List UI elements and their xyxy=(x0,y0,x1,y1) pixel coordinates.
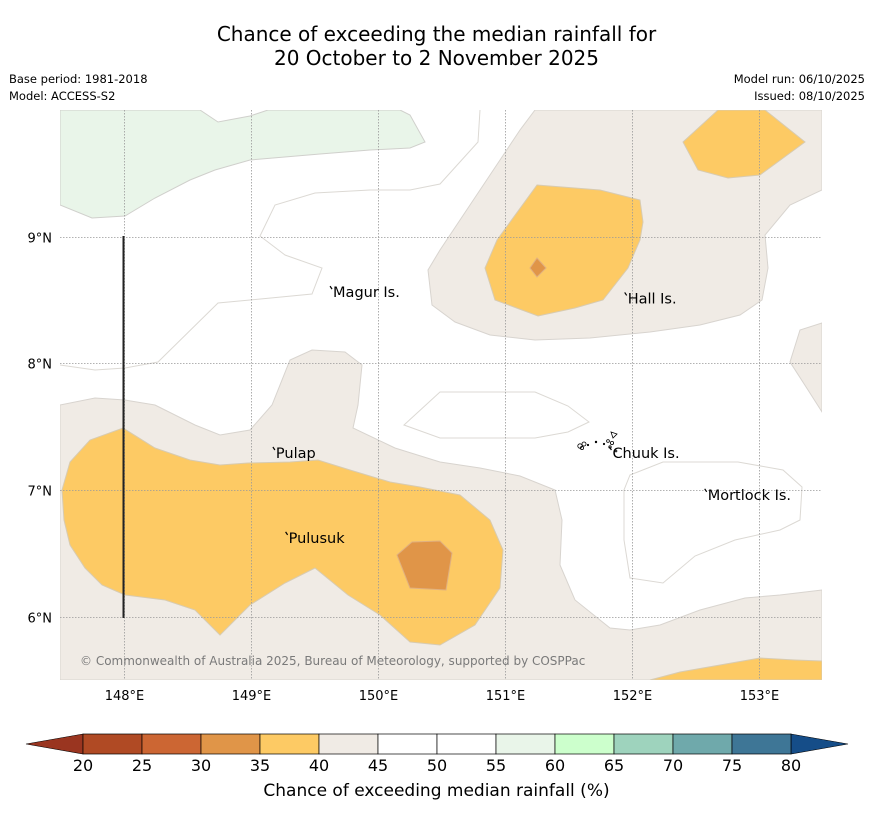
island-marker-icon xyxy=(624,292,628,296)
colorbar-tick-label: 35 xyxy=(250,756,270,775)
colorbar-tick-label: 80 xyxy=(781,756,801,775)
lon-tick-label: 153°E xyxy=(740,689,780,704)
colorbar-tick-labels: 20 25 30 35 40 45 50 55 60 65 70 75 80 xyxy=(73,756,801,775)
colorbar-swatches xyxy=(25,733,849,755)
colorbar-swatch xyxy=(495,733,556,755)
contour-40-45-east xyxy=(789,322,822,413)
colorbar-swatch xyxy=(613,733,674,755)
contour-line-50-c xyxy=(623,461,803,584)
issued-date: Issued: 08/10/2025 xyxy=(754,89,865,103)
place-label: Chuuk Is. xyxy=(612,446,679,462)
map-area xyxy=(60,110,822,680)
place-label: Mortlock Is. xyxy=(708,488,791,504)
colorbar-swatch xyxy=(731,733,792,755)
meta-right: Model run: 06/10/2025 Issued: 08/10/2025 xyxy=(734,71,865,105)
island-marker-icon xyxy=(704,488,708,493)
contour-35-40-northeast xyxy=(682,110,806,179)
colorbar-under-arrow xyxy=(25,733,84,755)
colorbar-tick-label: 40 xyxy=(309,756,329,775)
contour-30-35-main xyxy=(396,540,453,591)
colorbar-tick-label: 70 xyxy=(663,756,683,775)
contour-line-50-b xyxy=(403,391,590,439)
colorbar-tick-label: 30 xyxy=(191,756,211,775)
colorbar-swatch xyxy=(436,733,497,755)
contour-35-40-north xyxy=(484,184,644,317)
colorbar-tick-label: 25 xyxy=(132,756,152,775)
contour-35-40-main xyxy=(61,427,504,646)
lat-tick-label: 7°N xyxy=(28,485,53,500)
place-label: Pulap xyxy=(276,446,316,462)
colorbar-swatch xyxy=(259,733,320,755)
colorbar-swatch xyxy=(200,733,261,755)
gridlines xyxy=(60,110,822,680)
place-label: Hall Is. xyxy=(628,291,677,307)
colorbar-swatch xyxy=(82,733,143,755)
colorbar-over-arrow xyxy=(790,733,849,755)
title-line-1: Chance of exceeding the median rainfall … xyxy=(216,22,657,46)
colorbar-tick-label: 75 xyxy=(722,756,742,775)
chart-title: Chance of exceeding the median rainfall … xyxy=(0,22,873,70)
colorbar-swatch xyxy=(318,733,379,755)
lon-tick-label: 152°E xyxy=(613,689,653,704)
base-period: Base period: 1981-2018 xyxy=(9,72,148,86)
colorbar-swatch xyxy=(141,733,202,755)
colorbar-tick-label: 50 xyxy=(427,756,447,775)
lon-tick-label: 149°E xyxy=(232,689,272,704)
lat-tick-label: 8°N xyxy=(28,358,53,373)
contour-35-40-south xyxy=(649,657,822,680)
latitude-labels: 9°N 8°N 7°N 6°N xyxy=(28,232,53,627)
copyright-text: © Commonwealth of Australia 2025, Bureau… xyxy=(80,654,585,668)
place-label: Pulusuk xyxy=(289,531,346,547)
colorbar-swatch xyxy=(554,733,615,755)
place-label: Magur Is. xyxy=(333,285,400,301)
lon-tick-label: 148°E xyxy=(105,689,145,704)
meta-left: Base period: 1981-2018 Model: ACCESS-S2 xyxy=(9,71,148,105)
colorbar-tick-label: 60 xyxy=(545,756,565,775)
colorbar-swatch xyxy=(377,733,438,755)
island-marker-icon xyxy=(608,446,612,451)
longitude-labels: 148°E 149°E 150°E 151°E 152°E 153°E xyxy=(105,689,780,704)
contour-55-60 xyxy=(60,110,426,219)
model-name: Model: ACCESS-S2 xyxy=(9,89,116,103)
lon-tick-label: 151°E xyxy=(486,689,526,704)
colorbar-title: Chance of exceeding median rainfall (%) xyxy=(263,781,610,801)
place-labels: Magur Is. Hall Is. Pulap Pulusuk Chuuk Is. Mo… xyxy=(272,285,791,547)
colorbar-tick-label: 55 xyxy=(486,756,506,775)
chuuk-islands-icon xyxy=(577,431,618,453)
colorbar: 20 25 30 35 40 45 50 55 60 65 70 75 80 xyxy=(25,733,849,775)
colorbar-tick-label: 20 xyxy=(73,756,93,775)
contour-line-50-a xyxy=(60,110,481,371)
lat-tick-label: 6°N xyxy=(28,612,53,627)
rainfall-map: 148°E 149°E 150°E 151°E 152°E 153°E 9°N 8°N 7°N… xyxy=(28,110,822,704)
island-marker-icon xyxy=(272,446,276,451)
island-marker-icon xyxy=(329,285,333,290)
model-run: Model run: 06/10/2025 xyxy=(733,72,865,86)
lat-tick-label: 9°N xyxy=(28,232,53,247)
island-marker-icon xyxy=(285,531,289,536)
colorbar-tick-label: 65 xyxy=(604,756,624,775)
lon-tick-label: 150°E xyxy=(359,689,399,704)
colorbar-tick-label: 45 xyxy=(368,756,388,775)
title-line-2: 20 October to 2 November 2025 xyxy=(273,46,600,70)
contour-30-35-north xyxy=(529,257,547,278)
colorbar-swatch xyxy=(672,733,733,755)
